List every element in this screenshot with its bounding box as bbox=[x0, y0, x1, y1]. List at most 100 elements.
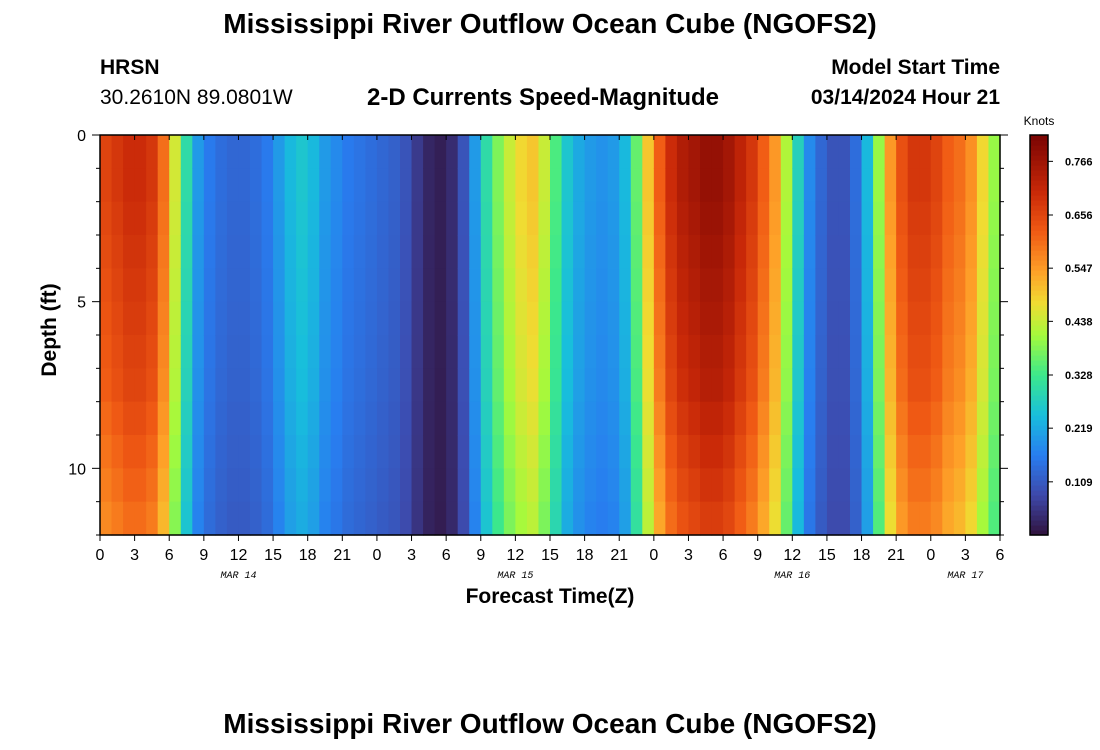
heatmap-cell bbox=[826, 335, 840, 369]
heatmap-cell bbox=[457, 401, 470, 436]
heatmap-cell bbox=[873, 135, 886, 169]
heatmap-cell bbox=[492, 168, 505, 203]
colorbar-step bbox=[1030, 220, 1048, 226]
heatmap-cell bbox=[457, 468, 470, 503]
heatmap-cell bbox=[411, 501, 424, 536]
heatmap-cell bbox=[169, 168, 182, 203]
model-start-label: Model Start Time bbox=[831, 56, 1000, 79]
heatmap-cell bbox=[550, 168, 563, 203]
heatmap-cell bbox=[850, 168, 863, 203]
heatmap-cell bbox=[400, 435, 413, 469]
x-tick-label: 12 bbox=[230, 547, 248, 564]
heatmap-cell bbox=[757, 368, 770, 403]
heatmap-cell bbox=[480, 201, 493, 236]
colorbar-step bbox=[1030, 420, 1048, 426]
heatmap-cell bbox=[238, 335, 251, 369]
x-tick-label: 9 bbox=[476, 547, 485, 564]
heatmap-cell bbox=[688, 335, 701, 369]
heatmap-cell bbox=[492, 201, 505, 236]
colorbar-step bbox=[1030, 135, 1048, 141]
heatmap-cell bbox=[596, 435, 609, 469]
heatmap-cell bbox=[526, 235, 540, 269]
heatmap-cell bbox=[769, 268, 782, 303]
heatmap-cell bbox=[815, 168, 828, 203]
heatmap-cell bbox=[526, 201, 540, 236]
heatmap-cell bbox=[100, 368, 113, 403]
heatmap-cell bbox=[757, 268, 770, 303]
heatmap-cell bbox=[273, 435, 286, 469]
heatmap-cell bbox=[538, 335, 551, 369]
heatmap-cell bbox=[284, 301, 297, 336]
heatmap-cell bbox=[619, 501, 632, 536]
heatmap-cell bbox=[953, 368, 966, 403]
colorbar-step bbox=[1030, 510, 1048, 516]
heatmap-cell bbox=[238, 235, 251, 269]
heatmap-cell bbox=[192, 235, 205, 269]
heatmap-cell bbox=[607, 401, 620, 436]
heatmap-cell bbox=[423, 335, 436, 369]
heatmap-cell bbox=[953, 235, 966, 269]
heatmap-cell bbox=[769, 235, 782, 269]
heatmap-cell bbox=[573, 335, 586, 369]
heatmap-cell bbox=[976, 368, 990, 403]
heatmap-cell bbox=[642, 168, 655, 203]
heatmap-cell bbox=[342, 235, 355, 269]
heatmap-cell bbox=[446, 368, 459, 403]
heatmap-cell bbox=[457, 368, 470, 403]
colorbar-step bbox=[1030, 205, 1048, 211]
heatmap-cell bbox=[307, 168, 320, 203]
heatmap-cell bbox=[261, 268, 274, 303]
heatmap-cell bbox=[330, 201, 343, 236]
heatmap-cell bbox=[734, 235, 747, 269]
heatmap-cell bbox=[815, 268, 828, 303]
heatmap-cell bbox=[284, 501, 297, 536]
heatmap-cell bbox=[342, 368, 355, 403]
heatmap-cell bbox=[365, 401, 378, 436]
heatmap-cell bbox=[100, 135, 113, 169]
heatmap-cell bbox=[711, 235, 724, 269]
heatmap-cell bbox=[769, 135, 782, 169]
heatmap-cell bbox=[411, 335, 424, 369]
heatmap-cell bbox=[976, 435, 990, 469]
heatmap-cell bbox=[723, 235, 736, 269]
heatmap-cell bbox=[503, 201, 516, 236]
heatmap-cell bbox=[273, 501, 286, 536]
heatmap-cell bbox=[861, 301, 874, 336]
heatmap-cell bbox=[907, 168, 920, 203]
heatmap-cell bbox=[526, 168, 540, 203]
colorbar-step bbox=[1030, 520, 1048, 526]
heatmap-cell bbox=[446, 335, 459, 369]
heatmap-cell bbox=[976, 201, 990, 236]
heatmap-cell bbox=[734, 335, 747, 369]
heatmap-cell bbox=[330, 168, 343, 203]
heatmap-cell bbox=[261, 235, 274, 269]
heatmap-cell bbox=[492, 335, 505, 369]
heatmap-cell bbox=[988, 135, 1001, 169]
heatmap-cell bbox=[238, 301, 251, 336]
heatmap-cell bbox=[711, 368, 724, 403]
heatmap-cell bbox=[630, 468, 643, 503]
heatmap-cell bbox=[203, 135, 216, 169]
heatmap-cell bbox=[342, 268, 355, 303]
heatmap-cell bbox=[619, 235, 632, 269]
colorbar-step bbox=[1030, 330, 1048, 336]
x-tick-label: 3 bbox=[961, 547, 970, 564]
heatmap-cell bbox=[226, 301, 240, 336]
x-tick-label: 0 bbox=[649, 547, 658, 564]
x-tick-label: 12 bbox=[783, 547, 801, 564]
heatmap-cell bbox=[850, 368, 863, 403]
heatmap-cell bbox=[469, 368, 482, 403]
heatmap-cell bbox=[157, 168, 170, 203]
heatmap-cell bbox=[653, 235, 666, 269]
day-label: MAR 14 bbox=[220, 571, 256, 582]
heatmap-cell bbox=[584, 501, 597, 536]
heatmap-cell bbox=[769, 468, 782, 503]
heatmap-cell bbox=[861, 201, 874, 236]
heatmap-cell bbox=[780, 468, 793, 503]
heatmap-cell bbox=[146, 268, 159, 303]
heatmap-cell bbox=[400, 135, 413, 169]
heatmap-cell bbox=[734, 501, 747, 536]
heatmap-cell bbox=[711, 435, 724, 469]
colorbar-step bbox=[1030, 315, 1048, 321]
heatmap-cell bbox=[353, 201, 366, 236]
